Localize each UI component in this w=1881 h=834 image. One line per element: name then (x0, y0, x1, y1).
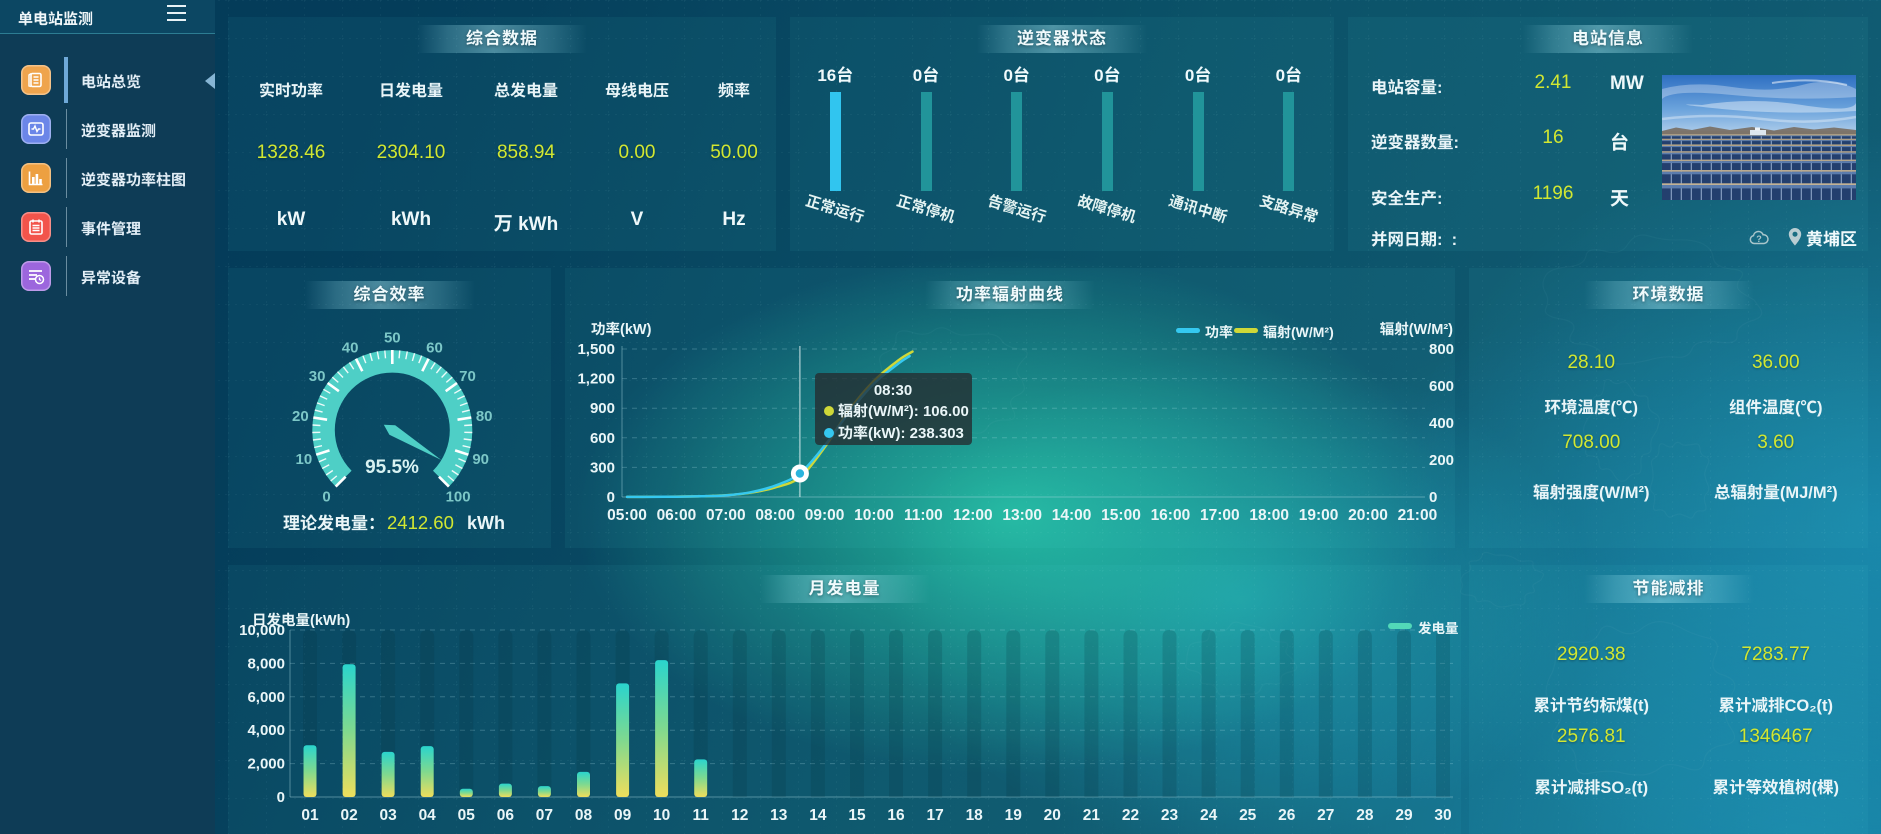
svg-text:20: 20 (1044, 807, 1061, 824)
svg-text:07: 07 (536, 807, 553, 824)
svg-text:09: 09 (614, 807, 632, 824)
svg-text:14: 14 (809, 807, 827, 824)
svg-text:30: 30 (1434, 807, 1451, 824)
svg-text:10:00: 10:00 (854, 507, 894, 524)
svg-text:01: 01 (301, 807, 319, 824)
svg-text:20:00: 20:00 (1348, 507, 1388, 524)
svg-text:13:00: 13:00 (1002, 507, 1042, 524)
svg-text:200: 200 (1429, 452, 1454, 469)
svg-text:1,200: 1,200 (577, 371, 615, 388)
svg-text:17:00: 17:00 (1200, 507, 1240, 524)
svg-text:27: 27 (1317, 807, 1334, 824)
svg-text:2412.60: 2412.60 (387, 512, 454, 533)
svg-text:800: 800 (1429, 341, 1454, 358)
svg-text:18: 18 (966, 807, 984, 824)
svg-text:辐射(W/M²): 辐射(W/M²) (1380, 321, 1453, 338)
svg-text:600: 600 (1429, 378, 1454, 395)
svg-text:12:00: 12:00 (953, 507, 993, 524)
svg-text:25: 25 (1239, 807, 1257, 824)
svg-text:18:00: 18:00 (1249, 507, 1289, 524)
svg-text:08:30: 08:30 (874, 382, 912, 399)
svg-text:1,500: 1,500 (577, 341, 615, 358)
svg-text:发电量: 发电量 (1418, 621, 1459, 636)
svg-text:05: 05 (458, 807, 476, 824)
svg-text:10: 10 (653, 807, 670, 824)
svg-text:09:00: 09:00 (805, 507, 845, 524)
svg-text:辐射(W/M²): 辐射(W/M²) (1263, 324, 1334, 340)
svg-text:24: 24 (1200, 807, 1218, 824)
svg-text:12: 12 (731, 807, 748, 824)
svg-text:08: 08 (575, 807, 593, 824)
svg-text:13: 13 (770, 807, 788, 824)
svg-text:300: 300 (590, 459, 615, 476)
svg-text:50: 50 (384, 330, 401, 347)
svg-text:04: 04 (419, 807, 437, 824)
svg-text:02: 02 (340, 807, 357, 824)
svg-text:22: 22 (1122, 807, 1139, 824)
svg-text:0: 0 (607, 489, 615, 506)
svg-text:理论发电量：: 理论发电量： (283, 514, 385, 533)
svg-text:21:00: 21:00 (1398, 507, 1438, 524)
svg-text:11: 11 (693, 807, 710, 824)
svg-text:40: 40 (342, 340, 359, 357)
svg-text:15: 15 (848, 807, 866, 824)
svg-text:07:00: 07:00 (706, 507, 746, 524)
svg-text:10: 10 (296, 451, 313, 468)
svg-text:06:00: 06:00 (657, 507, 697, 524)
svg-text:80: 80 (476, 408, 493, 425)
svg-text:辐射(W/M²): 106.00: 辐射(W/M²): 106.00 (838, 403, 969, 420)
svg-text:90: 90 (472, 451, 489, 468)
svg-text:600: 600 (590, 430, 615, 447)
svg-text:功率(kW): 238.303: 功率(kW): 238.303 (838, 425, 964, 442)
svg-text:10,000: 10,000 (239, 622, 285, 639)
svg-text:60: 60 (426, 340, 443, 357)
svg-text:03: 03 (379, 807, 397, 824)
svg-text:16: 16 (887, 807, 905, 824)
svg-text:0: 0 (322, 488, 330, 505)
svg-text:400: 400 (1429, 415, 1454, 432)
svg-text:26: 26 (1278, 807, 1296, 824)
svg-text:功率(kW): 功率(kW) (591, 321, 652, 338)
svg-text:100: 100 (446, 488, 471, 505)
svg-text:05:00: 05:00 (607, 507, 647, 524)
svg-text:900: 900 (590, 400, 615, 417)
svg-text:16:00: 16:00 (1151, 507, 1191, 524)
svg-text:15:00: 15:00 (1101, 507, 1141, 524)
svg-text:21: 21 (1083, 807, 1101, 824)
svg-text:日发电量(kWh): 日发电量(kWh) (252, 612, 350, 629)
svg-text:0: 0 (277, 789, 285, 806)
svg-text:17: 17 (926, 807, 943, 824)
svg-text:0: 0 (1429, 489, 1437, 506)
svg-text:95.5%: 95.5% (365, 457, 419, 478)
svg-text:14:00: 14:00 (1052, 507, 1092, 524)
svg-text:功率: 功率 (1205, 324, 1233, 340)
svg-text:?: ? (1756, 234, 1762, 244)
svg-text:30: 30 (309, 368, 326, 385)
svg-text:kWh: kWh (467, 513, 505, 533)
svg-text:20: 20 (292, 408, 309, 425)
svg-text:19: 19 (1005, 807, 1023, 824)
svg-text:6,000: 6,000 (247, 689, 285, 706)
svg-text:29: 29 (1395, 807, 1413, 824)
svg-text:28: 28 (1356, 807, 1374, 824)
svg-text:8,000: 8,000 (247, 655, 285, 672)
svg-text:06: 06 (497, 807, 515, 824)
svg-text:70: 70 (459, 368, 476, 385)
svg-text:19:00: 19:00 (1299, 507, 1339, 524)
svg-text:08:00: 08:00 (755, 507, 795, 524)
svg-text:2,000: 2,000 (247, 756, 285, 773)
svg-text:11:00: 11:00 (904, 507, 943, 524)
svg-text:23: 23 (1161, 807, 1179, 824)
svg-text:4,000: 4,000 (247, 722, 285, 739)
